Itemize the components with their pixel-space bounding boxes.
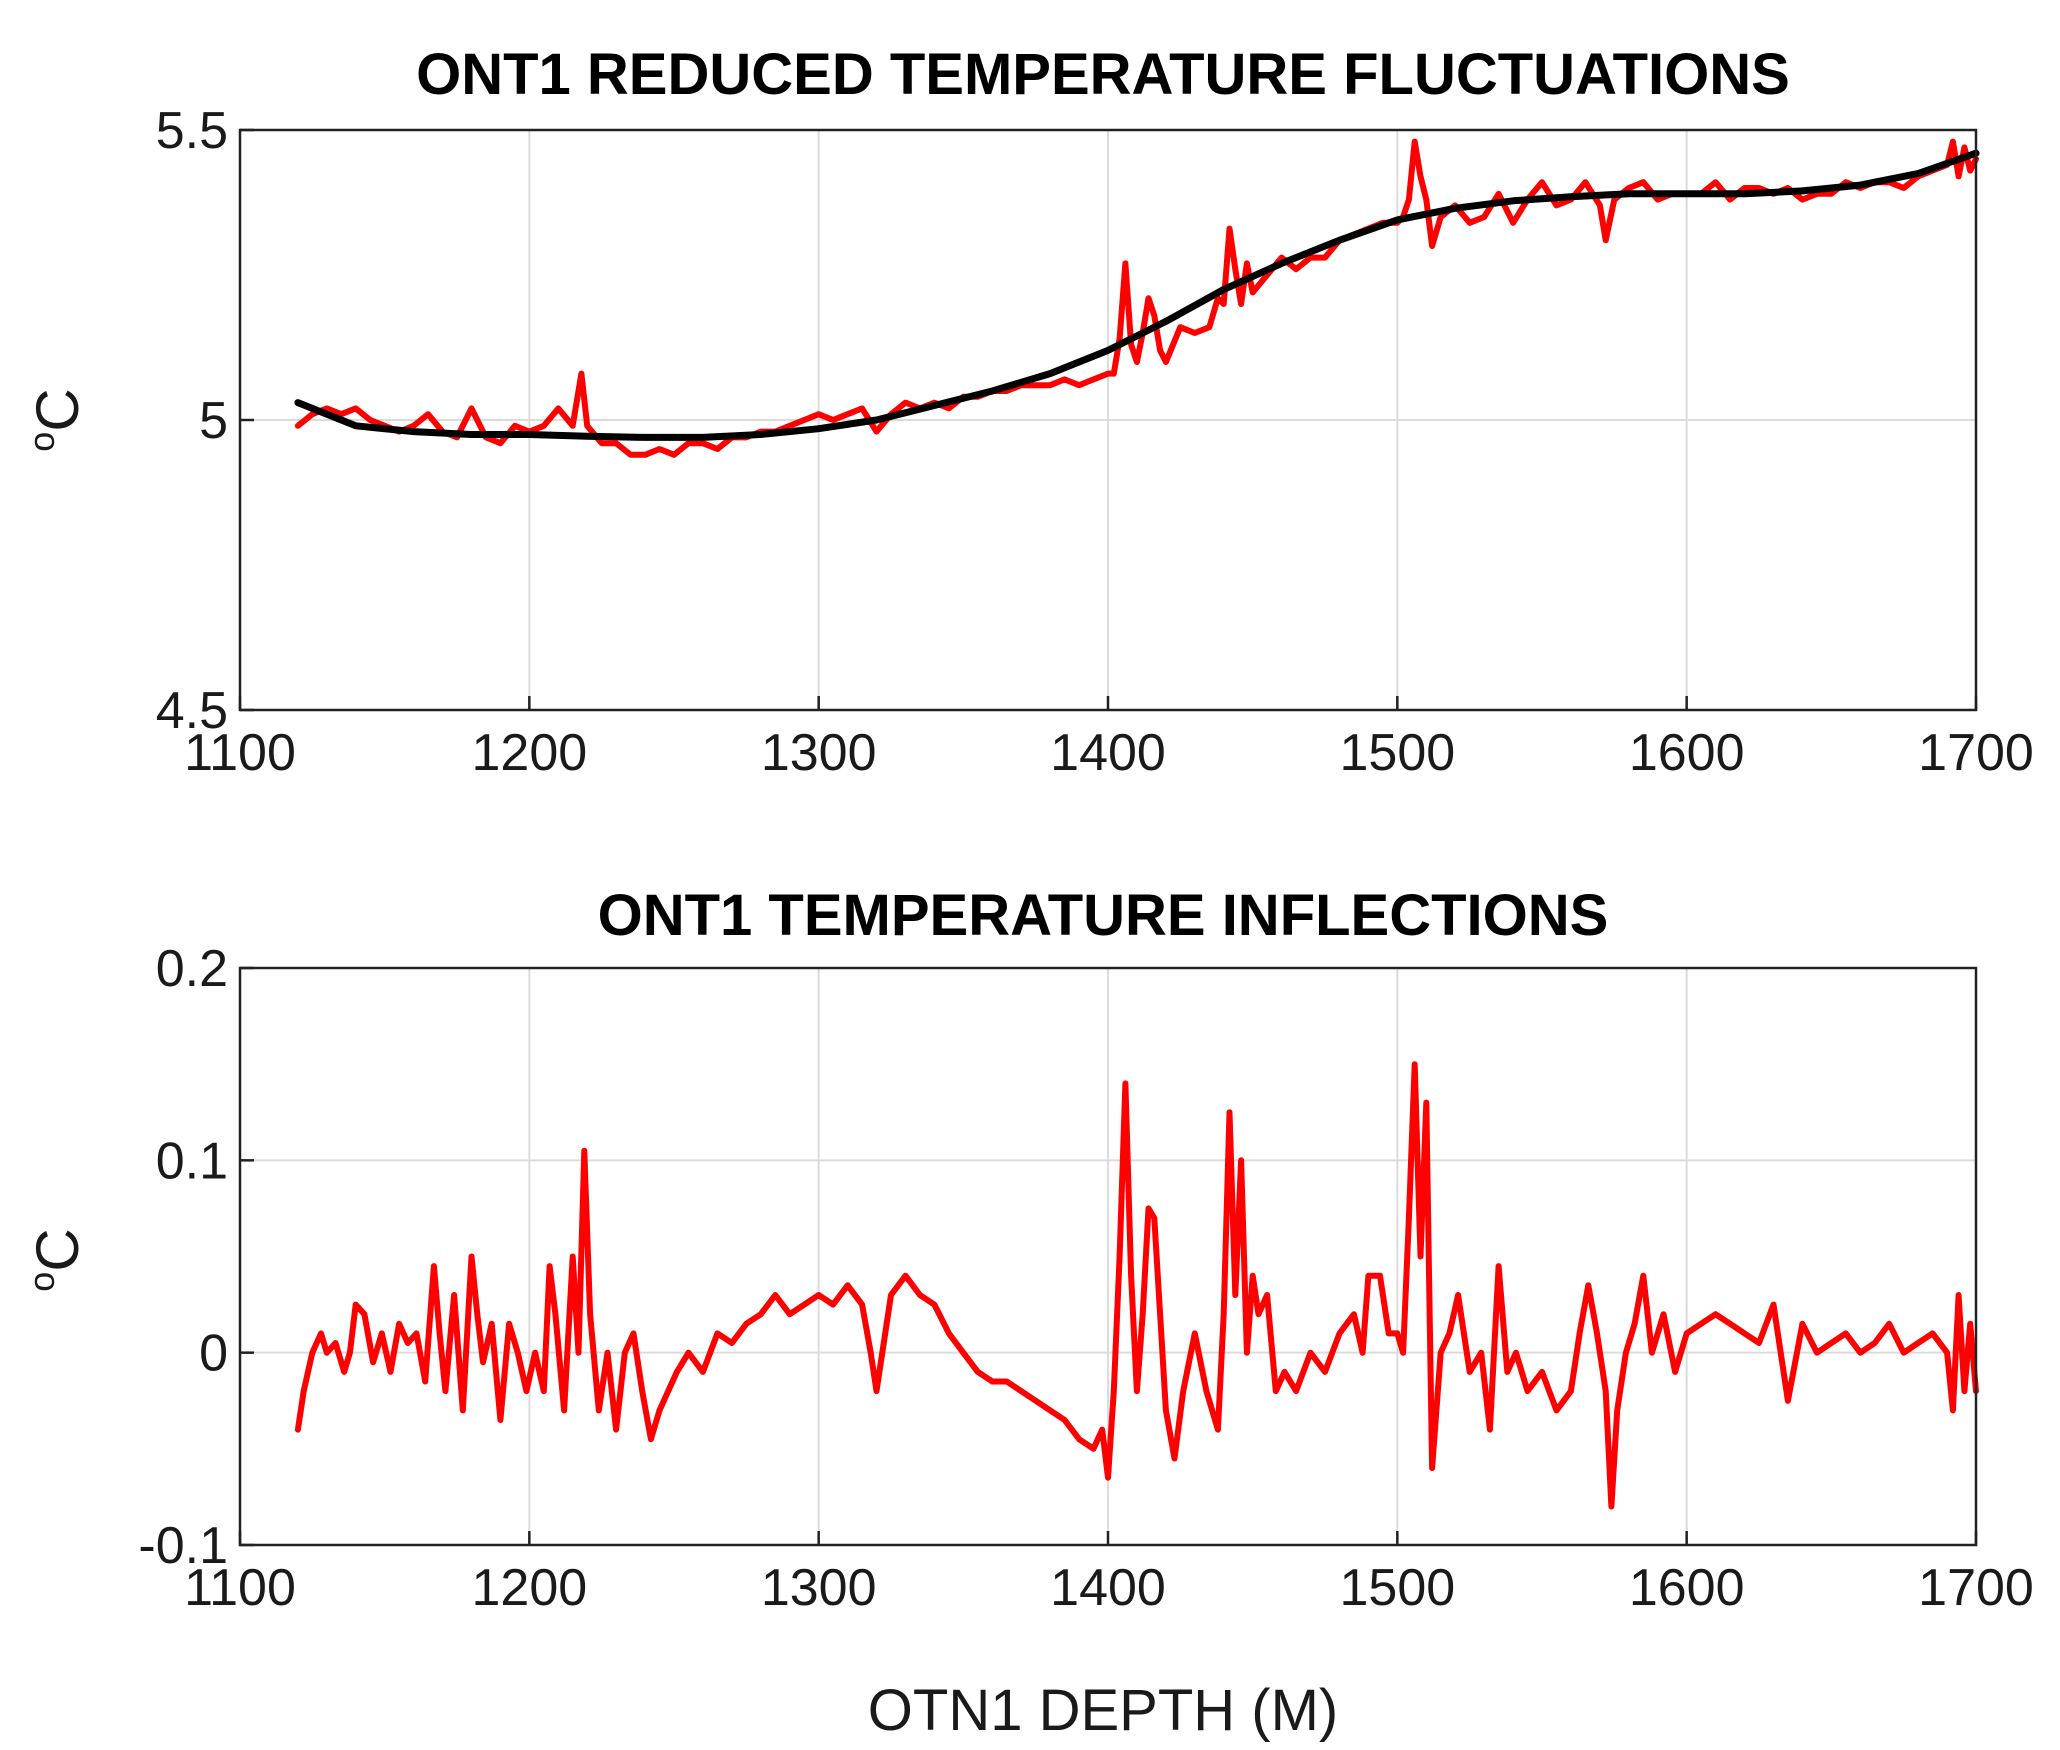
bottom-chart-xtick-label: 1300	[761, 1559, 877, 1617]
top-chart-data-line	[294, 138, 1979, 458]
top-chart-ytick-label: 5	[199, 392, 228, 450]
bottom-chart-ytick-label: -0.1	[138, 1517, 228, 1575]
bottom-chart-xtick-label: 1100	[184, 1559, 296, 1617]
bottom-chart-title: ONT1 TEMPERATURE INFLECTIONS	[598, 883, 1609, 948]
bottom-chart-ytick-label: 0	[199, 1325, 228, 1383]
bottom-chart-ytick-label: 0.2	[156, 940, 228, 998]
top-chart-xtick-label: 1600	[1629, 724, 1745, 782]
top-chart-ylabel: oC	[21, 388, 91, 451]
top-chart-ytick-label: 4.5	[156, 682, 228, 740]
top-chart-ticks: 1100 1200 1300 1400 1500 1600 1700 4.5 5 5.5	[156, 102, 2034, 782]
bottom-chart-xtick-label: 1500	[1339, 1559, 1455, 1617]
top-chart-grid	[240, 130, 1976, 710]
top-chart-title: ONT1 REDUCED TEMPERATURE FLUCTUATIONS	[416, 42, 1790, 107]
top-chart-xtick-label: 1300	[761, 724, 877, 782]
top-chart-series	[294, 138, 1980, 458]
top-chart-xtick-label: 1100	[184, 724, 296, 782]
bottom-chart-ticks: 1100 1200 1300 1400 1500 1600 1700 -0.1 0 0.1 0.2	[138, 940, 2033, 1617]
bottom-chart-xtick-label: 1700	[1918, 1559, 2034, 1617]
top-chart-trend-line	[294, 149, 1980, 441]
bottom-chart-panel: ONT1 TEMPERATURE INFLECTIONS 1100 1200 130…	[21, 883, 2034, 1743]
bottom-chart-ytick-label: 0.1	[156, 1132, 228, 1190]
bottom-chart-ylabel: oC	[21, 1228, 91, 1291]
top-chart-xtick-label: 1200	[471, 724, 587, 782]
top-chart-panel: ONT1 REDUCED TEMPERATURE FLUCTUATIONS 11…	[21, 42, 2034, 782]
top-chart-ytick-label: 5.5	[156, 102, 228, 160]
bottom-chart-data-line	[294, 1061, 1979, 1510]
top-chart-xtick-label: 1500	[1339, 724, 1455, 782]
bottom-chart-xtick-label: 1200	[471, 1559, 587, 1617]
bottom-chart-xtick-label: 1400	[1050, 1559, 1166, 1617]
bottom-chart-xlabel: OTN1 DEPTH (M)	[868, 1678, 1338, 1743]
bottom-chart-series	[294, 1061, 1979, 1510]
top-chart-xtick-label: 1400	[1050, 724, 1166, 782]
top-chart-xtick-label: 1700	[1918, 724, 2034, 782]
bottom-chart-xtick-label: 1600	[1629, 1559, 1745, 1617]
